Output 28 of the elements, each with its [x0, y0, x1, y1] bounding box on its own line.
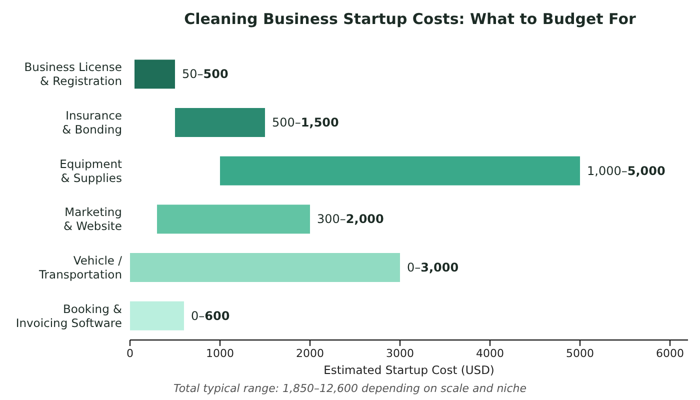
bar: [157, 204, 310, 234]
y-tick-label: Equipment & Supplies: [60, 156, 122, 185]
data-label: 500–1,500: [272, 116, 339, 130]
data-label: 50–500: [182, 67, 228, 82]
y-tick-label: Booking & Invoicing Software: [16, 302, 122, 330]
x-tick-label: 1000: [206, 346, 234, 360]
y-tick-label: Insurance & Bonding: [62, 108, 122, 136]
x-tick-label: 0: [126, 346, 134, 360]
bar: [130, 301, 184, 330]
bar: [134, 60, 175, 89]
data-label: 0–600: [191, 308, 230, 323]
x-tick-label: 4000: [476, 346, 504, 360]
data-label: 300–2,000: [317, 212, 384, 226]
data-label: 1,000–5,000: [587, 164, 666, 178]
bar: [175, 108, 265, 137]
data-label: 0–3,000: [407, 260, 459, 274]
text: Total typical range: 1,850–12,600 depending on scale and niche: [173, 382, 527, 395]
y-tick-label: Marketing & Website: [64, 205, 122, 234]
y-tick-label: Vehicle / Transportation: [38, 254, 122, 282]
x-axis-title: Estimated Startup Cost (USD): [324, 363, 494, 377]
x-tick-label: 6000: [656, 346, 684, 360]
bar: [130, 253, 400, 282]
chart-title: Cleaning Business Startup Costs: What to Budget For: [184, 10, 637, 28]
y-tick-label: Business License & Registration: [24, 60, 122, 88]
x-tick-label: 5000: [566, 346, 594, 360]
bar: [220, 156, 580, 186]
x-tick-label: 3000: [386, 346, 414, 360]
x-tick-label: 2000: [296, 346, 324, 360]
